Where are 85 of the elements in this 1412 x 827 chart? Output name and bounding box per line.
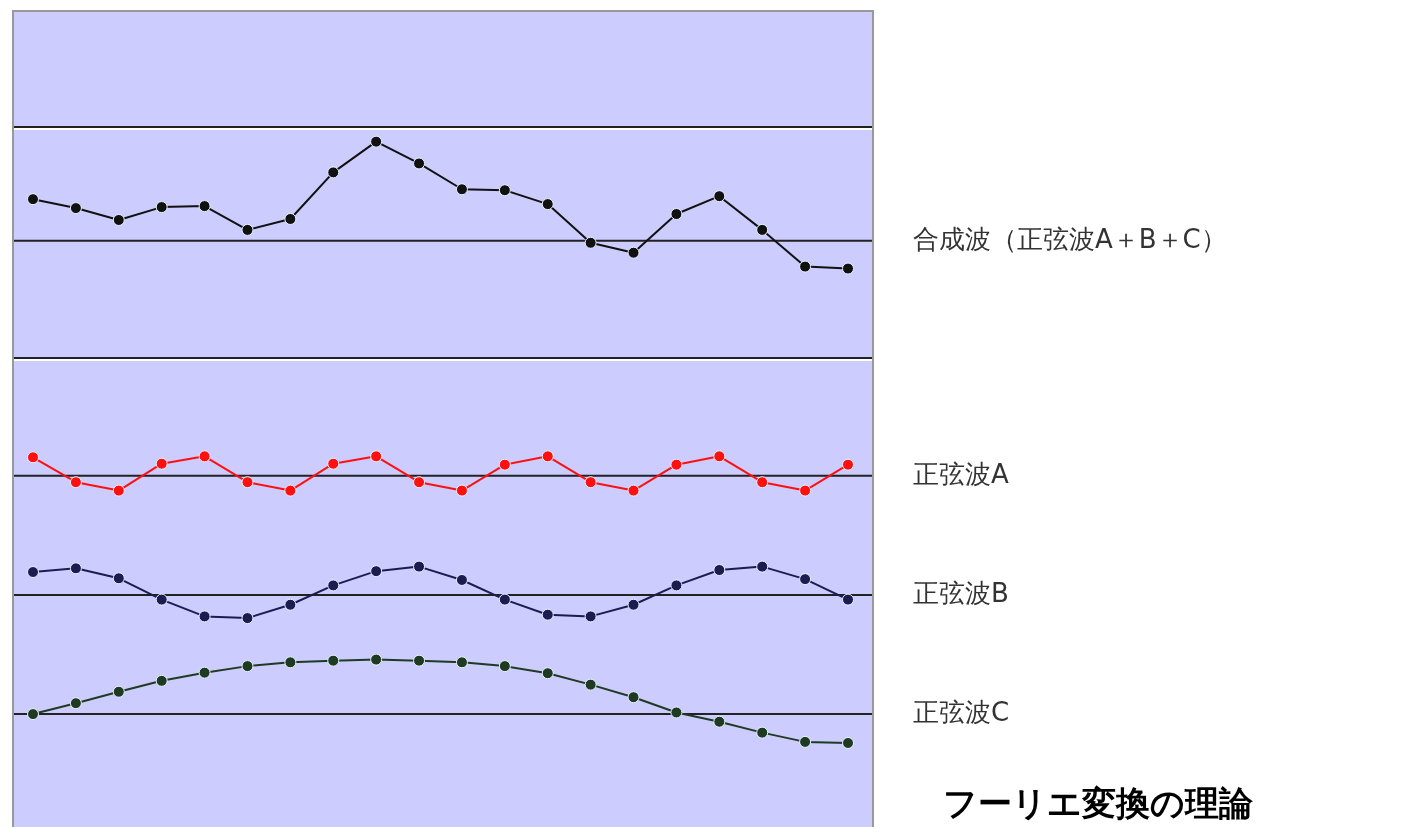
point xyxy=(327,654,340,667)
point xyxy=(713,450,726,463)
point xyxy=(756,476,769,489)
point xyxy=(713,715,726,728)
point xyxy=(842,593,854,606)
point xyxy=(284,598,297,611)
text: フーリエ変換の理論 xyxy=(943,783,1254,823)
point xyxy=(69,697,82,710)
point xyxy=(69,202,82,215)
point xyxy=(198,450,211,463)
point xyxy=(541,450,554,463)
point xyxy=(627,691,640,704)
point xyxy=(327,166,340,179)
point xyxy=(799,573,812,586)
point xyxy=(455,484,468,497)
point xyxy=(842,262,854,275)
point xyxy=(670,458,683,471)
point xyxy=(541,608,554,621)
point xyxy=(627,246,640,259)
point xyxy=(69,476,82,489)
text: 正弦波C xyxy=(913,696,1010,727)
point xyxy=(155,674,168,687)
point xyxy=(584,236,597,249)
point xyxy=(27,708,39,721)
text: 合成波（正弦波A＋B＋C） xyxy=(913,223,1227,254)
point xyxy=(155,201,168,214)
point xyxy=(455,573,468,586)
point xyxy=(327,579,340,592)
point xyxy=(756,560,769,573)
point xyxy=(541,198,554,211)
point xyxy=(584,610,597,623)
point xyxy=(241,476,254,489)
point xyxy=(112,484,125,497)
point xyxy=(370,565,383,578)
point xyxy=(413,654,426,667)
point xyxy=(842,736,854,749)
point xyxy=(842,458,854,471)
point xyxy=(799,735,812,748)
point xyxy=(498,458,511,471)
point xyxy=(584,678,597,691)
point xyxy=(498,593,511,606)
point xyxy=(198,200,211,213)
point xyxy=(627,598,640,611)
point xyxy=(670,579,683,592)
point xyxy=(627,484,640,497)
point xyxy=(69,562,82,575)
point xyxy=(155,457,168,470)
point xyxy=(112,572,125,585)
point xyxy=(584,476,597,489)
point xyxy=(670,208,683,221)
point xyxy=(799,260,812,273)
point xyxy=(670,706,683,719)
point xyxy=(284,212,297,225)
point xyxy=(27,451,39,464)
point xyxy=(370,654,383,666)
point xyxy=(327,457,340,470)
point xyxy=(370,135,383,148)
point xyxy=(455,183,468,196)
text: 正弦波A xyxy=(913,458,1009,489)
point xyxy=(756,726,769,739)
point xyxy=(198,666,211,679)
point xyxy=(27,193,39,206)
text: 正弦波B xyxy=(913,577,1009,608)
point xyxy=(198,610,211,623)
point xyxy=(370,450,383,463)
point xyxy=(112,213,125,226)
point xyxy=(241,660,254,673)
point xyxy=(756,223,769,236)
point xyxy=(413,157,426,170)
point xyxy=(713,190,726,203)
point xyxy=(112,685,125,698)
point xyxy=(498,660,511,673)
point xyxy=(241,612,254,625)
point xyxy=(284,484,297,497)
point xyxy=(27,566,39,579)
point xyxy=(241,223,254,236)
point xyxy=(541,667,554,680)
point xyxy=(284,656,297,669)
point xyxy=(413,476,426,489)
point xyxy=(799,484,812,497)
point xyxy=(713,564,726,577)
point xyxy=(455,656,468,669)
point xyxy=(155,593,168,606)
point xyxy=(498,184,511,197)
point xyxy=(413,560,426,573)
